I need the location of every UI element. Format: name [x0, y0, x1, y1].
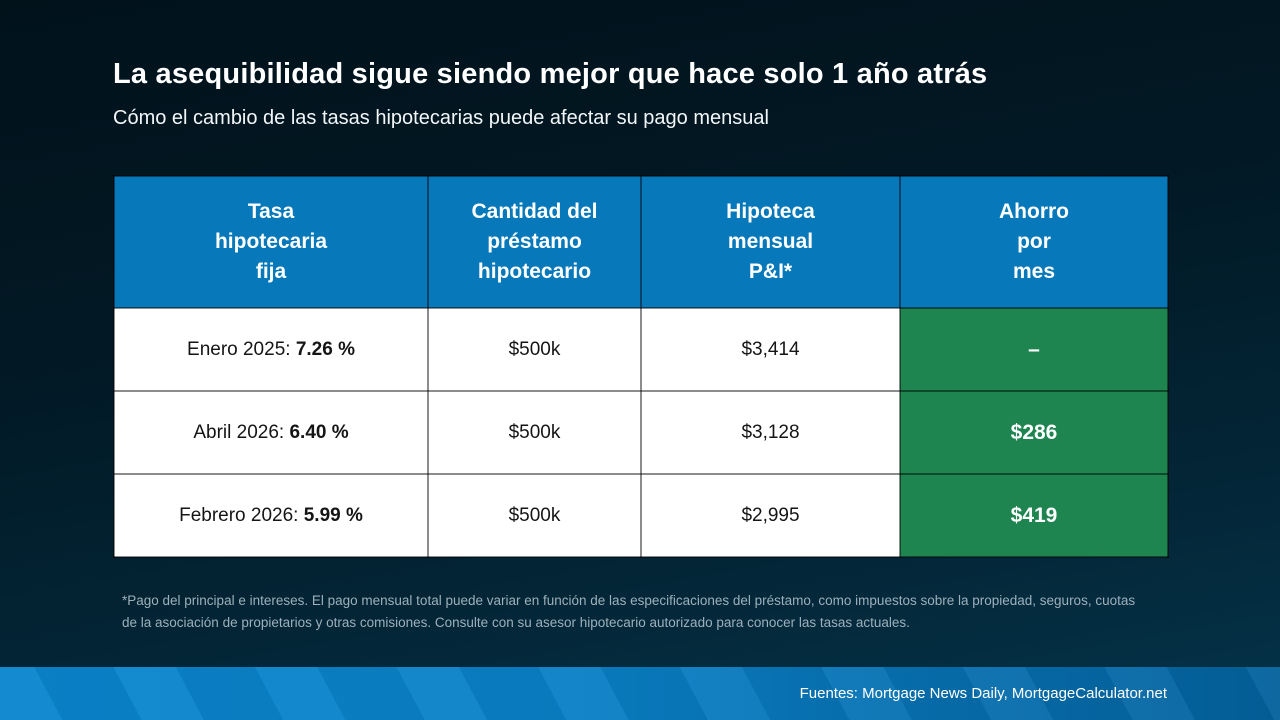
rate-value: 7.26 %	[295, 338, 355, 360]
mortgage-rates-table: Tasa hipotecaria fija Cantidad del prést…	[113, 175, 1169, 558]
rate-cell: Enero 2025: 7.26 %	[113, 307, 429, 392]
savings-cell: $419	[899, 473, 1169, 558]
savings-cell: $286	[899, 390, 1169, 475]
rate-cell: Abril 2026: 6.40 %	[113, 390, 429, 475]
savings-cell: –	[899, 307, 1169, 392]
rate-period: Febrero 2026:	[179, 504, 304, 526]
table-row: Enero 2025: 7.26 % $500k $3,414 –	[113, 307, 1169, 392]
footnote-disclaimer: *Pago del principal e intereses. El pago…	[122, 593, 1136, 630]
table-row: Abril 2026: 6.40 % $500k $3,128 $286	[113, 390, 1169, 475]
source-footer-bar: Fuentes: Mortgage News Daily, MortgageCa…	[0, 667, 1280, 720]
payment-cell: $3,128	[640, 390, 901, 475]
header-cell-rate: Tasa hipotecaria fija	[113, 175, 429, 309]
rate-period: Enero 2025:	[187, 338, 296, 360]
header-cell-monthly-payment: Hipoteca mensual P&I*	[640, 175, 901, 309]
loan-cell: $500k	[427, 390, 642, 475]
header-cell-loan-amount: Cantidad del préstamo hipotecario	[427, 175, 642, 309]
table-header-row: Tasa hipotecaria fija Cantidad del prést…	[113, 175, 1169, 309]
header-cell-savings: Ahorro por mes	[899, 175, 1169, 309]
source-attribution: Fuentes: Mortgage News Daily, MortgageCa…	[799, 685, 1167, 702]
payment-cell: $2,995	[640, 473, 901, 558]
rate-value: 6.40 %	[289, 421, 349, 443]
rate-value: 5.99 %	[303, 504, 363, 526]
payment-cell: $3,414	[640, 307, 901, 392]
rate-period: Abril 2026:	[193, 421, 290, 443]
loan-cell: $500k	[427, 307, 642, 392]
loan-cell: $500k	[427, 473, 642, 558]
page-subtitle: Cómo el cambio de las tasas hipotecarias…	[113, 107, 769, 129]
page-title: La asequibilidad sigue siendo mejor que …	[113, 58, 988, 90]
table-row: Febrero 2026: 5.99 % $500k $2,995 $419	[113, 473, 1169, 558]
rate-cell: Febrero 2026: 5.99 %	[113, 473, 429, 558]
